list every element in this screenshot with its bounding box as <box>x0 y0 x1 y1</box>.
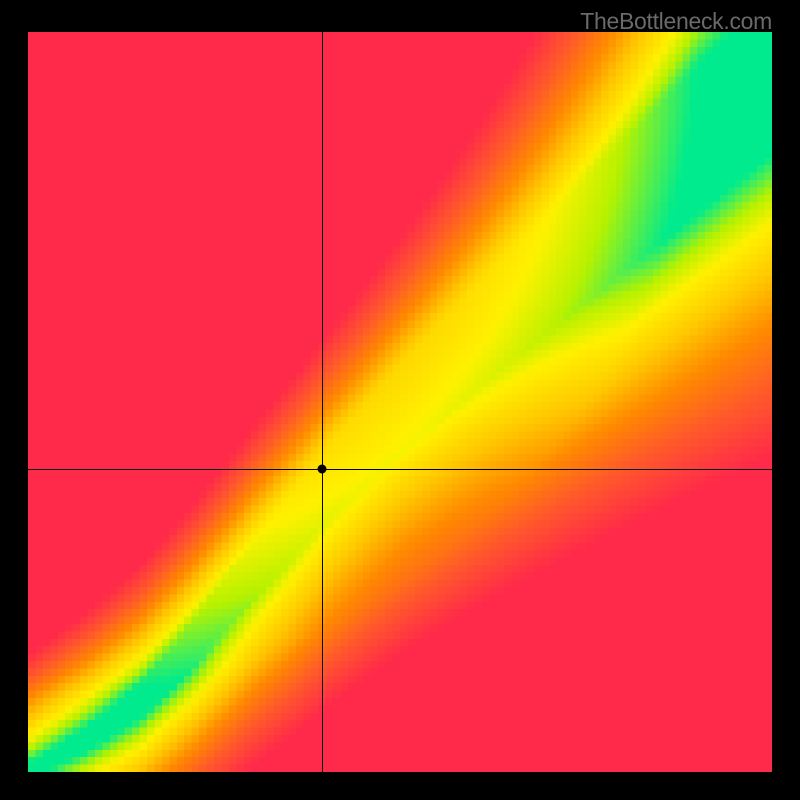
heatmap-plot <box>28 32 772 772</box>
heatmap-canvas <box>28 32 772 772</box>
chart-container: TheBottleneck.com <box>0 0 800 800</box>
watermark-text: TheBottleneck.com <box>580 8 772 35</box>
crosshair-vertical <box>322 32 323 772</box>
crosshair-horizontal <box>28 469 772 470</box>
marker-dot <box>317 464 326 473</box>
